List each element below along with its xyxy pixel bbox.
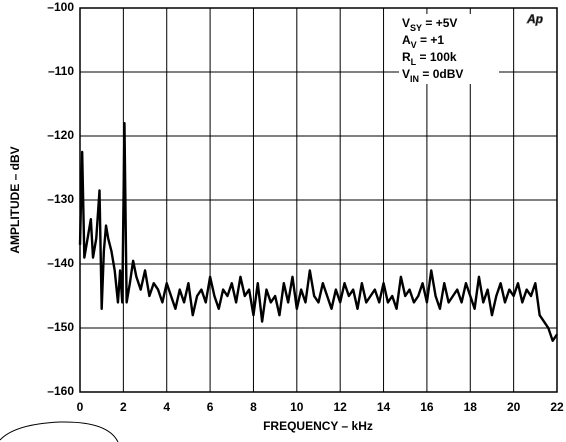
decor-arc [0, 421, 119, 442]
x-tick-label: 14 [377, 400, 391, 414]
y-tick-label: –110 [48, 64, 74, 78]
y-axis-title: AMPLITUDE – dBV [8, 146, 22, 253]
annotation-part: R [402, 50, 411, 64]
x-tick-label: 4 [163, 400, 170, 414]
x-tick-label: 0 [77, 400, 84, 414]
y-tick-label: –130 [47, 192, 74, 206]
x-tick-label: 18 [464, 400, 478, 414]
x-tick-label: 22 [550, 400, 564, 414]
y-tick-label: –140 [47, 256, 74, 270]
y-tick-label: –100 [47, 0, 74, 14]
x-tick-label: 8 [250, 400, 257, 414]
annotation-box [399, 14, 499, 84]
x-tick-label: 10 [290, 400, 304, 414]
annotation-part: = +5V [422, 16, 457, 30]
logo: Ap [526, 12, 543, 26]
annotation: AV = +1 [402, 33, 444, 50]
y-tick-label: –150 [47, 320, 74, 334]
annotation-part: = 0dBV [419, 67, 463, 81]
annotation: RL = 100k [402, 50, 457, 67]
annotation-part: IN [410, 74, 419, 84]
x-tick-label: 6 [207, 400, 214, 414]
annotation-part: = +1 [417, 33, 445, 47]
annotation-part: L [411, 57, 417, 67]
x-tick-label: 12 [334, 400, 348, 414]
y-tick-label: –120 [47, 128, 74, 142]
annotation-part: A [402, 33, 411, 47]
annotation-part: V [402, 16, 410, 30]
x-tick-label: 16 [420, 400, 434, 414]
x-tick-label: 20 [507, 400, 521, 414]
y-tick-label: –160 [47, 384, 74, 398]
x-axis-title: FREQUENCY – kHz [263, 419, 373, 433]
annotation-part: SY [410, 23, 422, 33]
annotation-part: = 100k [416, 50, 457, 64]
annotation: VIN = 0dBV [402, 67, 463, 84]
annotation-part: V [411, 40, 417, 50]
annotation: VSY = +5V [402, 16, 457, 33]
x-tick-label: 2 [120, 400, 127, 414]
annotation-part: V [402, 67, 410, 81]
series-line [78, 122, 558, 342]
